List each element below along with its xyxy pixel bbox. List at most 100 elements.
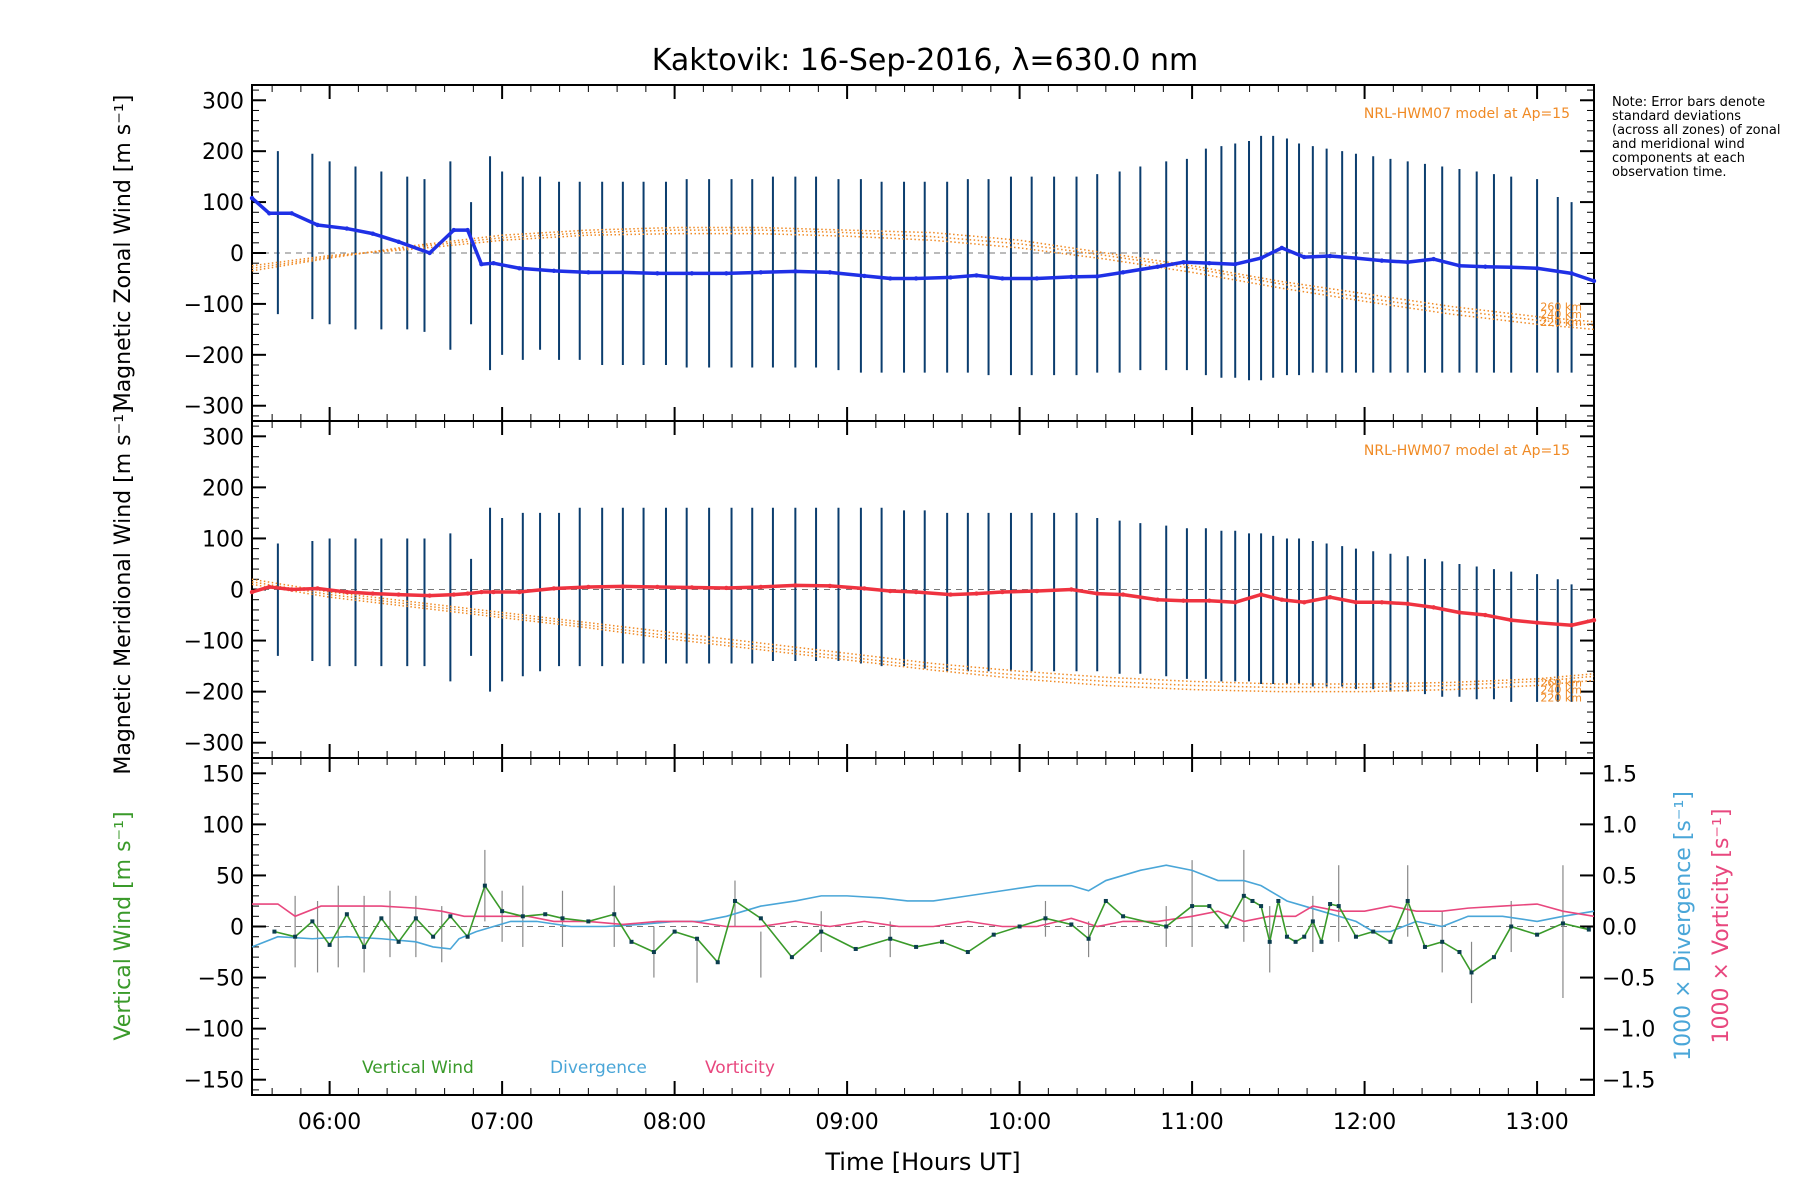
zonal-wind-point bbox=[1069, 274, 1074, 280]
x-tick-label: 12:00 bbox=[1333, 1110, 1396, 1135]
zonal-wind-point bbox=[758, 270, 764, 275]
x-tick-label: 11:00 bbox=[1160, 1110, 1223, 1135]
vertical-wind-point bbox=[448, 914, 453, 919]
vertical-wind-point bbox=[715, 960, 720, 965]
vertical-wind-point bbox=[1560, 921, 1565, 926]
meridional-wind-line bbox=[251, 583, 1595, 627]
zonal-ylabel: Magnetic Zonal Wind [m s⁻¹] bbox=[111, 95, 136, 412]
vertical-wind-point bbox=[1388, 939, 1393, 944]
meridional-wind-point bbox=[1457, 610, 1462, 615]
meridional-wind-point bbox=[427, 593, 432, 598]
vertical-ytick-label: −150 bbox=[184, 1069, 244, 1094]
vertical-wind-point bbox=[991, 932, 996, 937]
zonal-wind-point bbox=[491, 260, 496, 266]
x-tick-label: 10:00 bbox=[988, 1110, 1051, 1135]
vertical-wind-point bbox=[1509, 924, 1514, 929]
vertical-wind-point bbox=[1440, 939, 1445, 944]
meridional-wind-point bbox=[1069, 587, 1074, 592]
zonal-wind-point bbox=[427, 250, 432, 256]
x-tick-label: 07:00 bbox=[470, 1110, 533, 1135]
x-tick-label: 06:00 bbox=[298, 1110, 361, 1135]
vertical-wind-point bbox=[1043, 916, 1048, 921]
vertical-wind-point bbox=[520, 914, 525, 919]
vertical-wind-point bbox=[1190, 904, 1195, 909]
vertical-wind-point bbox=[1086, 936, 1091, 941]
zonal-ytick-label: 0 bbox=[230, 242, 244, 267]
meridional-wind-point bbox=[396, 592, 401, 597]
meridional-wind-point bbox=[948, 592, 953, 597]
vertical-wind-point bbox=[1328, 902, 1333, 907]
zonal-model-altitude-label: 260 km bbox=[1540, 300, 1582, 313]
zonal-wind-point bbox=[1233, 262, 1238, 267]
zonal-wind-point bbox=[724, 271, 729, 276]
zonal-wind-point bbox=[1034, 276, 1040, 281]
vertical-wind-point bbox=[344, 912, 349, 917]
zonal-ytick-label: 100 bbox=[202, 191, 244, 216]
meridional-wind-point bbox=[1591, 617, 1597, 623]
meridional-wind-point bbox=[1258, 592, 1264, 597]
vertical-wind-point bbox=[1276, 898, 1281, 903]
legend-vorticity: Vorticity bbox=[705, 1058, 775, 1078]
vertical-wind-point bbox=[629, 939, 634, 944]
vorticity-line bbox=[252, 903, 1595, 928]
zonal-wind-point bbox=[827, 270, 833, 275]
vertical-wind-point bbox=[965, 950, 970, 955]
meridional-wind-point bbox=[913, 589, 919, 595]
zonal-wind-point bbox=[1155, 264, 1160, 269]
meridional-wind-point bbox=[793, 583, 798, 588]
vertical-wind-point bbox=[939, 939, 944, 944]
meridional-model-altitude-label: 220 km bbox=[1540, 692, 1582, 705]
vertical-wind-point bbox=[1284, 934, 1289, 939]
vertical-wind-point bbox=[465, 934, 470, 939]
zonal-wind-point bbox=[1431, 256, 1436, 262]
meridional-ytick-label: −100 bbox=[184, 630, 244, 655]
zonal-wind-point bbox=[888, 276, 893, 281]
vertical-wind-point bbox=[396, 939, 401, 944]
meridional-wind-point bbox=[620, 584, 626, 589]
zonal-wind-point bbox=[451, 227, 457, 233]
zonal-wind-point bbox=[1591, 278, 1597, 284]
vertical-wind-point bbox=[1103, 898, 1108, 903]
vertical-wind-point bbox=[1121, 914, 1126, 919]
zonal-ytick-label: −100 bbox=[184, 293, 244, 318]
legend-vertical-wind: Vertical Wind bbox=[362, 1058, 474, 1078]
meridional-ytick-label: −300 bbox=[184, 732, 244, 757]
meridional-ytick-label: 200 bbox=[202, 476, 244, 501]
zonal-model-label: NRL-HWM07 model at Ap=15 bbox=[1364, 106, 1570, 122]
meridional-wind-point bbox=[586, 584, 591, 590]
zonal-wind-point bbox=[1534, 266, 1540, 271]
vertical-wind-point bbox=[1310, 919, 1315, 924]
meridional-wind-point bbox=[451, 592, 457, 597]
vertical-wind-point bbox=[758, 916, 763, 921]
chart-title: Kaktovik: 16-Sep-2016, λ=630.0 nm bbox=[652, 43, 1198, 78]
x-tick-label: 13:00 bbox=[1505, 1110, 1568, 1135]
vertical-wind-point bbox=[1250, 898, 1255, 903]
y2-tick-label: 1.0 bbox=[1602, 813, 1637, 838]
vertical-wind-point bbox=[888, 936, 893, 941]
vertical-wind-point bbox=[1469, 970, 1474, 975]
meridional-model-curve bbox=[251, 583, 1595, 693]
vertical-wind-point bbox=[789, 955, 794, 960]
zonal-wind-point bbox=[1095, 274, 1100, 279]
vertical-wind-point bbox=[560, 916, 565, 921]
zonal-wind-point bbox=[655, 271, 660, 276]
meridional-wind-point bbox=[1302, 600, 1307, 605]
meridional-wind-point bbox=[1431, 605, 1436, 610]
vertical-panel: 150 100 50 0 −50 −100 −150 1.5 1.0 0.5 0.0 −0.5 −1.0… bbox=[184, 758, 1655, 1135]
zonal-wind-point bbox=[948, 275, 953, 280]
vertical-ytick-label: 50 bbox=[216, 864, 244, 889]
meridional-wind-point bbox=[479, 589, 484, 595]
vertical-wind-point bbox=[732, 898, 737, 903]
vertical-wind-point bbox=[1017, 924, 1022, 929]
vertical-ytick-label: −50 bbox=[198, 967, 244, 992]
y2-tick-label: 0.0 bbox=[1602, 916, 1637, 941]
zonal-wind-point bbox=[1483, 264, 1488, 269]
meridional-wind-point bbox=[517, 589, 522, 595]
meridional-wind-point bbox=[655, 584, 660, 590]
x-tick-label: 08:00 bbox=[643, 1110, 706, 1135]
zonal-wind-point bbox=[465, 227, 470, 233]
vertical-wind-line bbox=[274, 883, 1590, 974]
zonal-wind-point bbox=[974, 273, 979, 278]
meridional-ytick-label: 100 bbox=[202, 527, 244, 552]
